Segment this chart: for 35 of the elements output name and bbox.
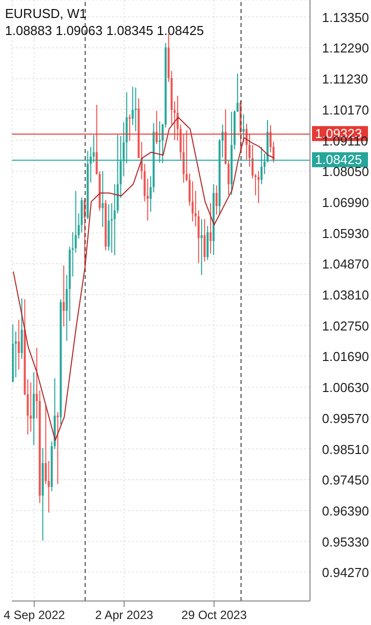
candlestick: [56, 412, 59, 484]
y-tick-label: 1.05930: [322, 226, 369, 241]
y-tick-label: 1.03810: [322, 288, 369, 303]
text: 1.08883 1.09063 1.08345 1.08425: [5, 22, 204, 39]
candlestick: [30, 382, 32, 432]
candlestick: [210, 202, 212, 254]
y-tick-label: 1.06990: [322, 194, 369, 210]
y-tick-label: 1.02750: [322, 318, 369, 334]
candlestick: [200, 218, 203, 276]
x-tick-label: 4 Sep 2022: [4, 608, 66, 622]
candlestick: [216, 184, 218, 215]
y-tick-label: 0.99570: [322, 410, 369, 426]
y-tick-label: 1.01690: [322, 349, 369, 364]
text: EURUSD, W1: [5, 5, 88, 22]
candlestick: [134, 87, 137, 132]
y-tick-label: 1.11230: [322, 72, 368, 87]
y-tick-label: 0.94270: [322, 565, 369, 580]
y-tick-label: 1.13350: [322, 10, 369, 25]
y-tick-label: 0.96390: [322, 503, 369, 518]
y-tick-label: 1.12290: [322, 40, 369, 56]
candlestick: [102, 170, 104, 228]
y-tick-label: 1.04870: [322, 256, 369, 272]
y-tick-label: 0.95330: [322, 534, 369, 550]
candlestick: [204, 218, 206, 262]
candlestick: [20, 298, 23, 360]
x-tick-label: 2 Apr 2023: [95, 608, 154, 622]
x-tick-label: 29 Oct 2023: [181, 608, 248, 622]
y-tick-label: 1.00630: [322, 380, 369, 396]
candlestick: [242, 114, 245, 143]
candlestick: [258, 170, 260, 204]
candlestick: [62, 264, 65, 328]
candlestick: [18, 319, 20, 370]
y-tick-label: 0.98510: [322, 442, 369, 457]
y-tick-label: 0.97450: [322, 472, 369, 488]
y-tick-label: 1.10170: [322, 102, 369, 118]
